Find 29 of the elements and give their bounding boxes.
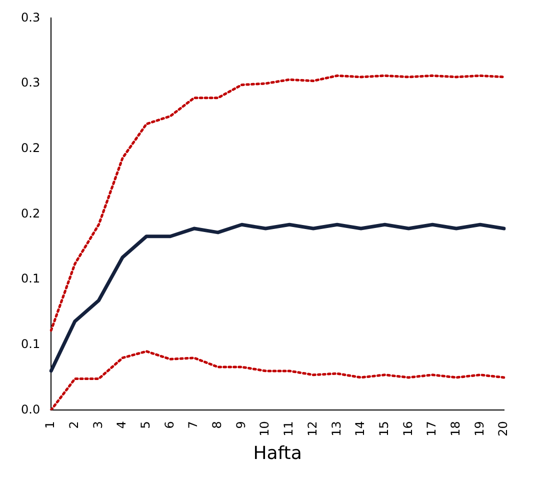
x-tick-label: 6	[162, 421, 176, 429]
x-tick-label: 9	[234, 421, 248, 429]
x-tick-label: 3	[90, 421, 105, 429]
y-tick-label: 0.2	[20, 140, 40, 155]
y-tick-label: 0.1	[20, 336, 40, 351]
x-tick-label: 13	[329, 421, 344, 436]
y-tick-label: 0.1	[20, 272, 40, 286]
x-tick-label: 15	[376, 421, 391, 436]
x-tick-label: 7	[186, 421, 200, 429]
x-tick-label: 16	[400, 421, 415, 436]
x-tick-label: 18	[448, 421, 462, 436]
x-tick-label: 5	[138, 421, 153, 429]
x-tick-label: 2	[67, 421, 82, 429]
x-tick-label: 17	[424, 421, 439, 436]
x-tick-label: 10	[258, 421, 272, 436]
x-tick-label: 19	[472, 421, 486, 436]
x-tick-label: 11	[282, 421, 296, 436]
y-tick-label: 0.0	[20, 402, 40, 416]
x-tick-label: 1	[43, 421, 58, 429]
y-tick-label: 0.2	[20, 206, 40, 220]
x-axis-title: Hafta	[253, 442, 302, 464]
line-series	[50, 74, 506, 332]
x-tick-label: 14	[353, 421, 368, 436]
x-tick-label: 8	[210, 421, 224, 429]
x-tick-label: 12	[305, 421, 320, 436]
y-tick-label: 0.3	[20, 76, 40, 90]
y-tick-label: 0.3	[20, 10, 40, 24]
x-tick-label: 4	[114, 421, 129, 429]
x-tick-label: 20	[496, 421, 510, 436]
